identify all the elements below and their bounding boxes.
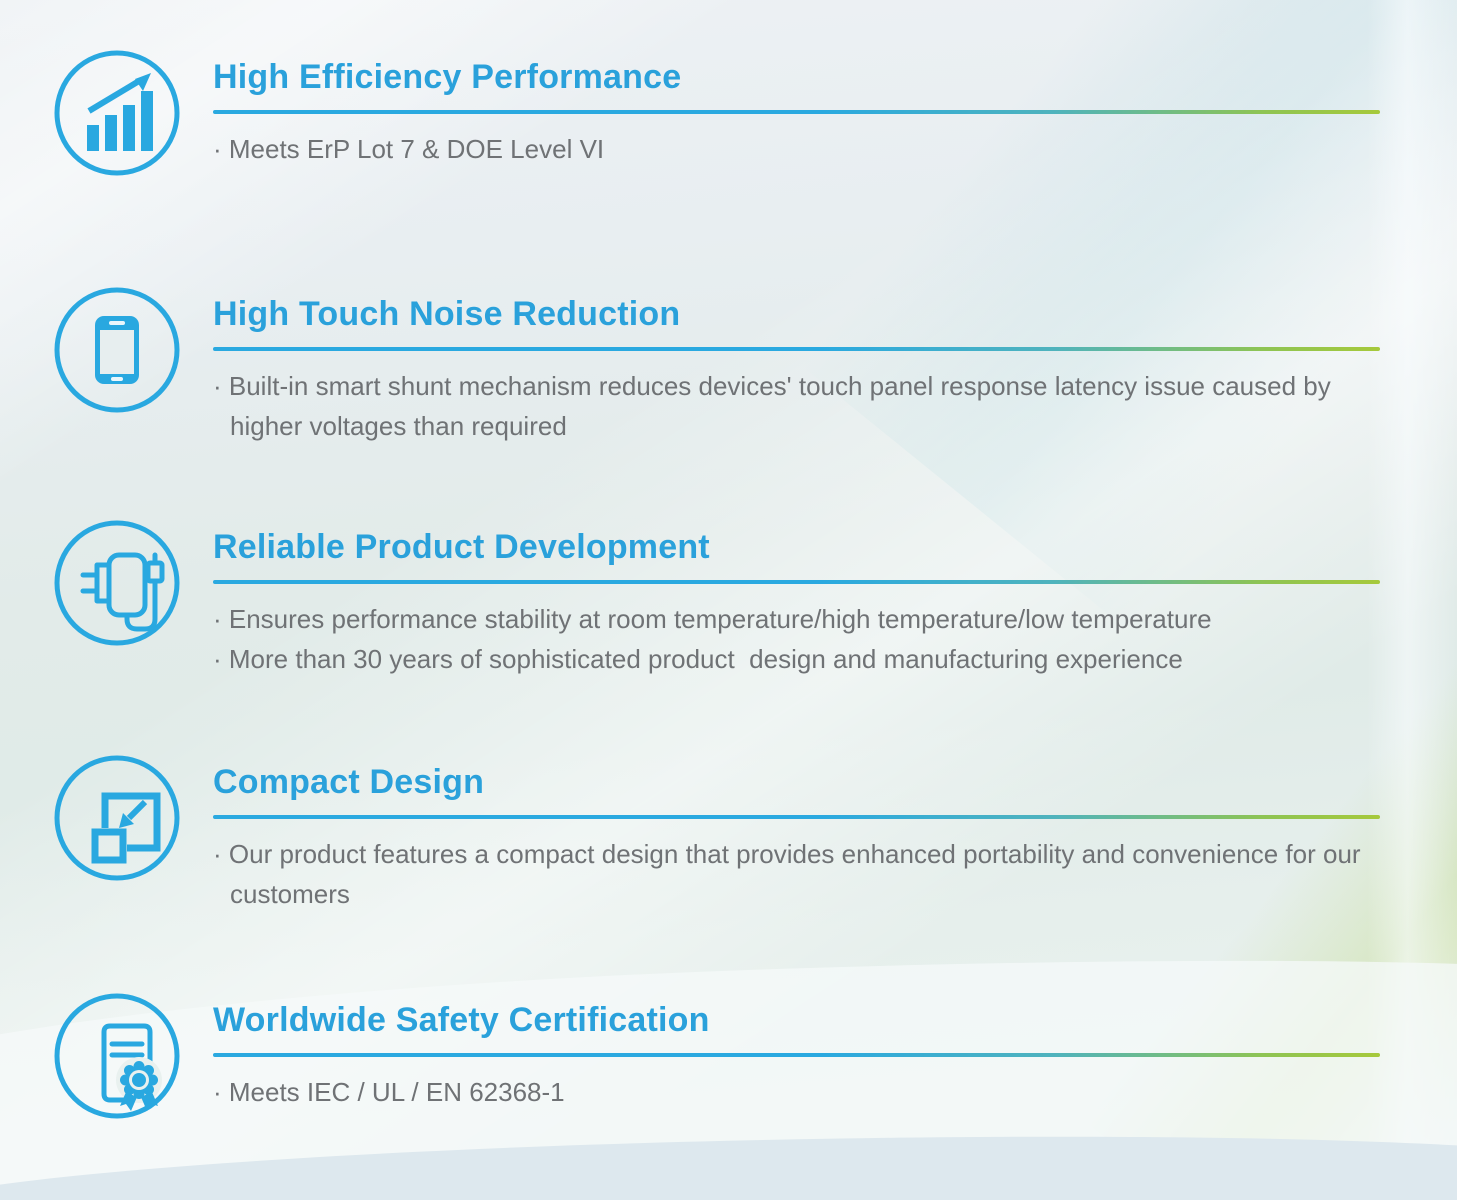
feature-content: High Efficiency Performance · Meets ErP … <box>213 49 1380 177</box>
title-underline <box>213 815 1380 819</box>
smartphone-icon <box>53 286 181 414</box>
feature-bullet: · Built-in smart shunt mechanism reduces… <box>213 371 1338 441</box>
feature-content: Reliable Product Development · Ensures p… <box>213 519 1380 679</box>
feature-bullet: · Meets ErP Lot 7 & DOE Level VI <box>213 134 605 164</box>
feature-content: Compact Design · Our product features a … <box>213 754 1380 914</box>
feature-bullets: · Built-in smart shunt mechanism reduces… <box>213 366 1380 446</box>
feature-title: Compact Design <box>213 763 485 801</box>
bg-band-right <box>1367 0 1457 1200</box>
feature-title: Reliable Product Development <box>213 528 710 566</box>
feature-section-high-efficiency: High Efficiency Performance · Meets ErP … <box>53 49 1380 177</box>
feature-bullets: · Ensures performance stability at room … <box>213 599 1380 679</box>
power-adapter-icon <box>53 519 181 647</box>
feature-section-safety-certification: Worldwide Safety Certification · Meets I… <box>53 992 1380 1120</box>
compact-resize-icon <box>53 754 181 882</box>
feature-section-reliable-development: Reliable Product Development · Ensures p… <box>53 519 1380 679</box>
feature-title: High Touch Noise Reduction <box>213 295 681 333</box>
feature-title: High Efficiency Performance <box>213 58 682 96</box>
title-underline <box>213 110 1380 114</box>
feature-section-compact-design: Compact Design · Our product features a … <box>53 754 1380 914</box>
feature-bullets: · Our product features a compact design … <box>213 834 1380 914</box>
title-underline <box>213 347 1380 351</box>
title-underline <box>213 1053 1380 1057</box>
feature-bullets: · Meets IEC / UL / EN 62368-1 <box>213 1072 1380 1112</box>
bar-chart-growth-icon <box>53 49 181 177</box>
certificate-icon <box>53 992 181 1120</box>
feature-content: Worldwide Safety Certification · Meets I… <box>213 992 1380 1120</box>
feature-section-touch-noise: High Touch Noise Reduction · Built-in sm… <box>53 286 1380 446</box>
title-underline <box>213 580 1380 584</box>
feature-bullet: · Our product features a compact design … <box>213 839 1368 909</box>
feature-bullet: · Meets IEC / UL / EN 62368-1 <box>213 1077 565 1107</box>
bg-wave-blue <box>0 1124 1457 1200</box>
feature-bullets: · Meets ErP Lot 7 & DOE Level VI <box>213 129 1380 169</box>
feature-content: High Touch Noise Reduction · Built-in sm… <box>213 286 1380 446</box>
feature-title: Worldwide Safety Certification <box>213 1001 710 1039</box>
feature-bullet: · Ensures performance stability at room … <box>213 604 1212 634</box>
feature-bullet: · More than 30 years of sophisticated pr… <box>213 644 1183 674</box>
